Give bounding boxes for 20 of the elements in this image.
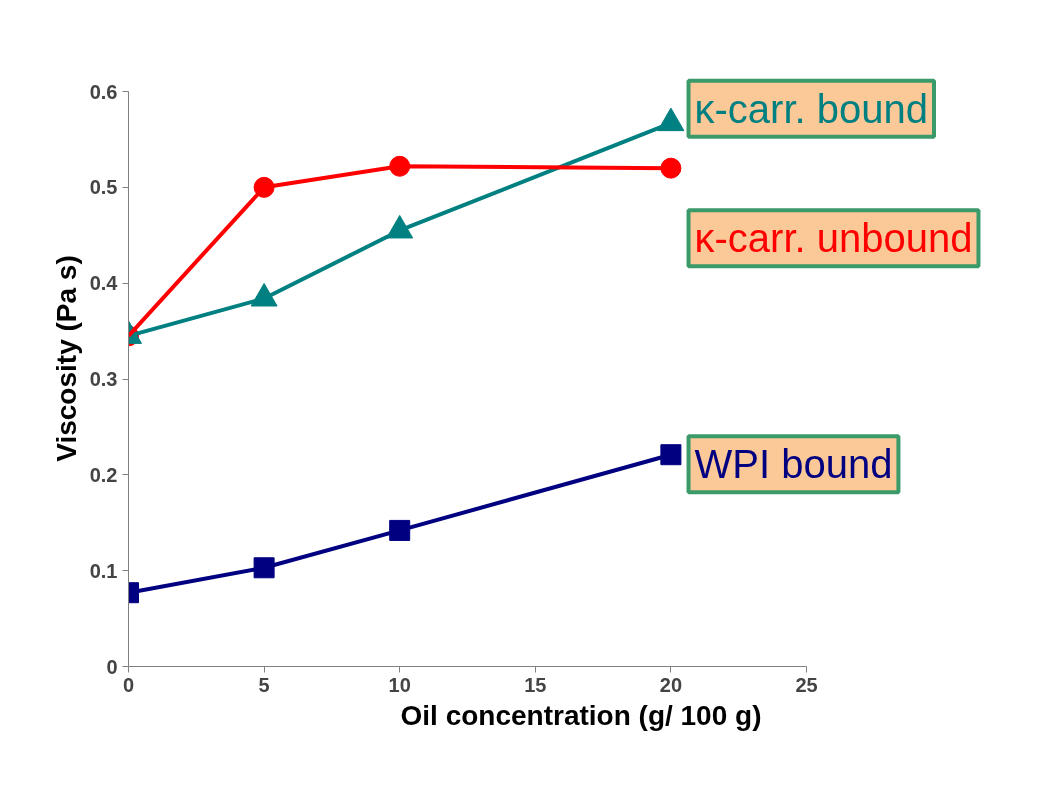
series-label: WPI bound [694,442,893,487]
y-axis-title: Viscosity (Pa s) [50,255,82,462]
y-tick-label: 0.4 [89,272,119,295]
x-tick-label: 20 [659,673,683,696]
y-tick-label: 0.1 [89,559,118,582]
y-tick-label: 0.6 [89,80,118,103]
x-tick-label: 15 [524,673,547,696]
x-tick-label: 0 [122,673,135,696]
x-axis-title: Oil concentration (g/ 100 g) [400,699,762,731]
x-tick-label: 25 [795,673,818,696]
y-tick-label: 0.2 [89,463,118,486]
x-tick-label: 5 [258,673,270,696]
series-label: κ-carr. bound [694,86,928,131]
x-tick-label: 10 [388,673,411,696]
point [660,157,682,179]
y-tick-label: 0.3 [89,368,118,390]
point [660,444,682,466]
y-tick-label: 0 [106,655,118,678]
series-label: κ-carr. unbound [694,216,973,261]
y-tick-label: 0.5 [89,176,118,199]
